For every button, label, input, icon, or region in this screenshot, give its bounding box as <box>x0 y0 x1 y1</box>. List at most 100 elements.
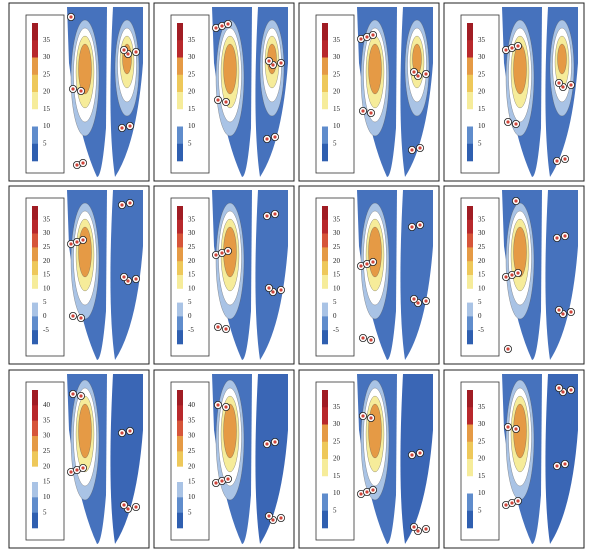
colorbar-tick-label: 35 <box>188 416 196 424</box>
colorbar-segment <box>177 316 183 331</box>
panel: 35 30 25 20 15 10 5 <box>443 369 585 549</box>
marker-dot <box>510 46 514 50</box>
contour-band <box>513 226 527 278</box>
colorbar-segment <box>177 92 183 110</box>
panel: 35 30 25 20 15 10 5 0 -5 <box>298 185 440 365</box>
marker-dot <box>122 503 126 507</box>
panel: 35 30 25 20 15 10 5 0 -5 <box>153 185 295 365</box>
marker-dot <box>557 308 561 312</box>
colorbar-tick-label: 10 <box>43 493 51 501</box>
marker-dot <box>271 518 275 522</box>
colorbar-tick-label: 30 <box>43 432 51 440</box>
colorbar-tick-label: 30 <box>188 229 196 237</box>
marker-dot <box>416 529 420 533</box>
colorbar-tick-label: 25 <box>478 243 486 251</box>
right-shape <box>545 190 578 360</box>
marker-dot <box>504 503 508 507</box>
colorbar-segment <box>32 219 38 234</box>
colorbar-segment <box>322 57 328 76</box>
colorbar-segment <box>32 436 38 452</box>
colorbar-tick-label: 30 <box>43 53 51 61</box>
marker-dot <box>424 72 428 76</box>
colorbar-segment <box>467 441 473 460</box>
marker-dot <box>510 273 514 277</box>
marker-dot <box>371 260 375 264</box>
marker-dot <box>120 126 124 130</box>
colorbar-segment <box>32 466 38 483</box>
colorbar-tick-label: 5 <box>478 506 482 514</box>
marker-dot <box>226 477 230 481</box>
colorbar-segment <box>32 451 38 467</box>
colorbar-tick-label: 35 <box>43 36 51 44</box>
marker-dot <box>273 440 277 444</box>
contour-band <box>368 403 382 459</box>
colorbar-segment <box>322 493 328 512</box>
right-shape <box>255 374 288 544</box>
colorbar-segment <box>177 40 183 58</box>
colorbar-tick-label: 10 <box>43 122 51 130</box>
marker-dot <box>365 35 369 39</box>
colorbar-segment <box>32 92 38 110</box>
contour-band <box>368 43 382 95</box>
colorbar-segment <box>32 482 38 498</box>
marker-dot <box>369 416 373 420</box>
marker-dot <box>410 225 414 229</box>
right-shape <box>400 190 433 360</box>
marker-dot <box>216 98 220 102</box>
colorbar-tick-label: 20 <box>478 455 486 463</box>
right-shape <box>400 374 433 544</box>
panel: 40 35 30 25 20 15 10 5 <box>8 369 150 549</box>
marker-dot <box>71 87 75 91</box>
colorbar-segment <box>32 40 38 58</box>
colorbar-tick-label: 35 <box>188 36 196 44</box>
marker-dot <box>557 386 561 390</box>
marker-dot <box>514 427 518 431</box>
colorbar-segment <box>177 288 183 303</box>
marker-dot <box>279 61 283 65</box>
marker-dot <box>359 492 363 496</box>
colorbar-segment <box>322 476 328 494</box>
marker-dot <box>71 314 75 318</box>
marker-dot <box>69 242 73 246</box>
colorbar-segment <box>322 247 328 262</box>
colorbar-segment <box>467 493 473 512</box>
colorbar-segment <box>32 275 38 290</box>
marker-dot <box>267 514 271 518</box>
colorbar-segment <box>322 109 328 127</box>
panel: 35 30 25 20 15 10 5 <box>443 2 585 182</box>
colorbar-segment <box>322 233 328 248</box>
colorbar-tick-label: 15 <box>188 105 196 113</box>
colorbar-tick-label: -5 <box>188 326 194 334</box>
colorbar-segment <box>322 407 328 425</box>
colorbar-tick-label: 15 <box>478 105 486 113</box>
colorbar-segment <box>177 143 183 162</box>
marker-dot <box>224 100 228 104</box>
marker-dot <box>371 488 375 492</box>
marker-dot <box>122 48 126 52</box>
colorbar-segment <box>177 436 183 452</box>
contour-band <box>513 43 527 95</box>
colorbar-tick-label: 15 <box>43 105 51 113</box>
colorbar-tick-label: 15 <box>43 478 51 486</box>
marker-dot <box>265 442 269 446</box>
colorbar-segment <box>322 275 328 290</box>
colorbar-tick-label: 35 <box>188 215 196 223</box>
colorbar-segment <box>177 23 183 41</box>
marker-dot <box>220 24 224 28</box>
colorbar-segment <box>467 219 473 234</box>
colorbar-segment <box>32 74 38 93</box>
right-shape <box>110 374 143 544</box>
colorbar-tick-label: 30 <box>478 229 486 237</box>
marker-dot <box>504 275 508 279</box>
colorbar-segment <box>177 74 183 93</box>
marker-dot <box>359 264 363 268</box>
colorbar-segment <box>32 261 38 276</box>
colorbar-segment <box>467 92 473 110</box>
marker-dot <box>214 253 218 257</box>
colorbar-segment <box>467 57 473 76</box>
marker-dot <box>510 501 514 505</box>
colorbar-segment <box>467 23 473 41</box>
marker-dot <box>81 238 85 242</box>
colorbar-segment <box>322 219 328 234</box>
